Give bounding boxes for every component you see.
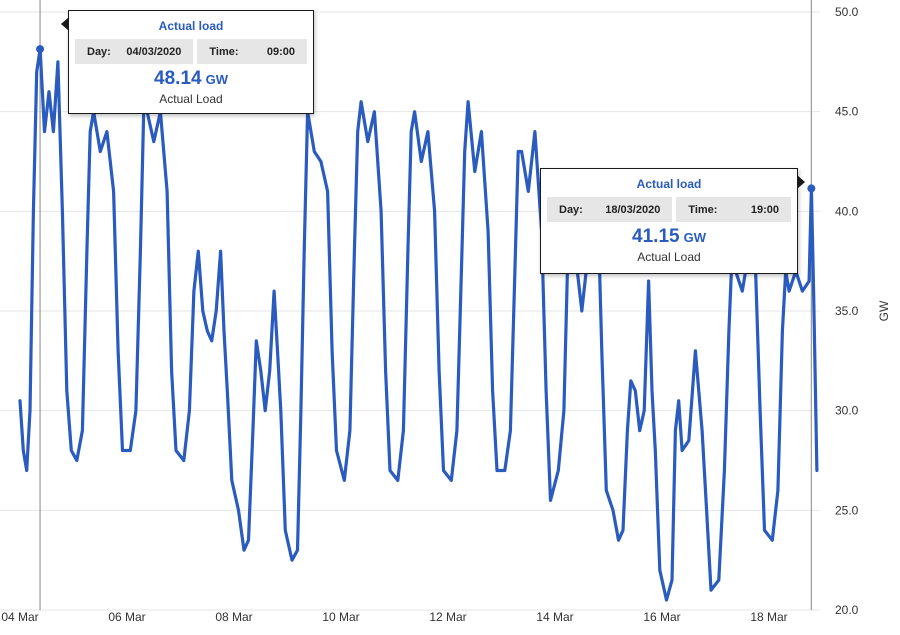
tooltip-info-row: Day: 18/03/2020 Time: 19:00 (547, 197, 791, 222)
y-axis-ticks: 20.0 25.0 30.0 35.0 40.0 45.0 50.0 (835, 5, 859, 617)
tooltip-value-unit: GW (205, 72, 228, 87)
x-axis-ticks: 04 Mar 06 Mar 08 Mar 10 Mar 12 Mar 14 Mar 16 M… (1, 610, 787, 624)
x-tick-label: 06 Mar (108, 610, 145, 624)
tooltip-day-label: Day: (559, 203, 583, 216)
tooltip-day-value: 04/03/2020 (126, 45, 182, 58)
y-axis-unit-label: GW (877, 300, 891, 321)
y-tick-label: 30.0 (835, 404, 859, 418)
tooltip-value: 41.15 GW (541, 227, 797, 248)
tooltip-pointer (797, 175, 805, 189)
x-tick-label: 04 Mar (1, 610, 38, 624)
tooltip-day-label: Day: (87, 45, 111, 58)
tooltip-subtitle: Actual Load (637, 250, 701, 264)
x-tick-label: 16 Mar (643, 610, 680, 624)
tooltip-title: Actual load (636, 177, 702, 191)
tooltip-time-value: 09:00 (266, 45, 295, 58)
tooltip-time-label: Time: (209, 45, 239, 58)
tooltip-time-cell: Time: 09:00 (197, 39, 307, 64)
tooltip-value-unit: GW (683, 230, 706, 245)
tooltip-value-number: 48.14 (154, 68, 202, 89)
y-tick-label: 40.0 (835, 204, 859, 218)
tooltip-actual-load-18-mar: Actual load Day: 18/03/2020 Time: 19:00 … (540, 168, 805, 274)
y-tick-label: 25.0 (835, 503, 859, 517)
tooltip-day-value: 18/03/2020 (605, 203, 661, 216)
tooltip-time-label: Time: (688, 203, 718, 216)
y-tick-label: 20.0 (835, 603, 859, 617)
tooltip-subtitle: Actual Load (159, 92, 223, 106)
series-actual-load[interactable] (18, 47, 819, 602)
x-tick-label: 08 Mar (215, 610, 252, 624)
x-tick-label: 14 Mar (536, 610, 573, 624)
tooltip-title: Actual load (158, 19, 224, 33)
x-tick-label: 12 Mar (429, 610, 466, 624)
y-tick-label: 45.0 (835, 105, 859, 119)
tooltip-value-number: 41.15 (632, 226, 680, 247)
tooltip-time-value: 19:00 (750, 203, 779, 216)
tooltip-value: 48.14 GW (69, 69, 313, 90)
hover-marker-point (807, 184, 816, 193)
crosshair-lines (39, 0, 812, 610)
x-tick-label: 18 Mar (750, 610, 787, 624)
tooltip-time-cell: Time: 19:00 (676, 197, 791, 222)
tooltip-day-cell: Day: 18/03/2020 (547, 197, 673, 222)
tooltip-info-row: Day: 04/03/2020 Time: 09:00 (75, 39, 307, 64)
y-tick-label: 35.0 (835, 304, 859, 318)
series-line-actual-load[interactable] (18, 47, 819, 602)
x-tick-label: 10 Mar (322, 610, 359, 624)
tooltip-pointer (61, 17, 69, 31)
tooltip-day-cell: Day: 04/03/2020 (75, 39, 194, 64)
y-tick-label: 50.0 (835, 5, 859, 19)
hover-marker-point (36, 45, 45, 54)
tooltip-actual-load-04-mar: Actual load Day: 04/03/2020 Time: 09:00 … (61, 10, 314, 114)
hover-markers (36, 45, 816, 193)
